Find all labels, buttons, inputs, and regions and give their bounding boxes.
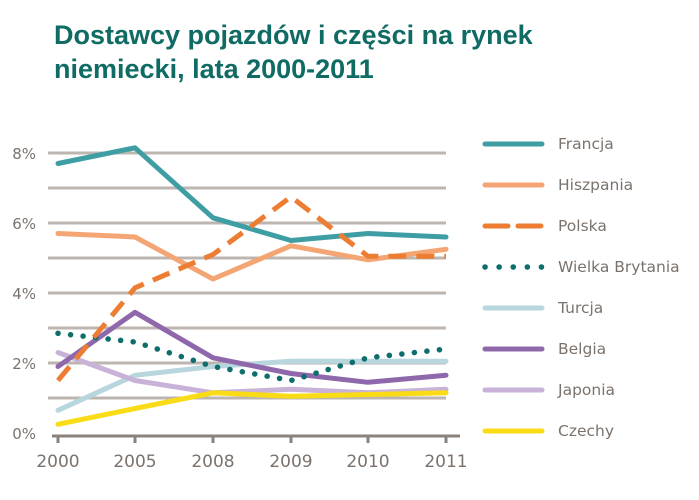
legend-item: Polska xyxy=(480,213,699,239)
legend-swatch-icon xyxy=(482,182,545,188)
chart-title-line-1: Dostawcy pojazdów i części na rynek xyxy=(54,20,533,50)
legend-swatch-icon xyxy=(482,141,545,147)
legend-swatch-icon xyxy=(482,305,545,311)
legend-swatch-icon xyxy=(482,223,545,229)
legend-item: Turcja xyxy=(480,295,699,321)
series-line-czechy xyxy=(55,390,449,427)
x-tick-label: 2011 xyxy=(424,452,467,472)
series-line-wielka-brytania xyxy=(55,330,449,384)
series-line-belgia xyxy=(55,309,449,385)
x-tick-label: 2008 xyxy=(191,452,234,472)
legend-item: Hiszpania xyxy=(480,172,699,198)
legend-label: Japonia xyxy=(558,381,616,399)
x-axis: 2000 2005 2008 2009 2010 2011 xyxy=(36,434,468,472)
chart-title-line-2: niemiecki, lata 2000-2011 xyxy=(54,54,374,84)
series-line-turcja xyxy=(55,358,449,413)
series-line-japonia xyxy=(55,350,449,396)
legend-label: Francja xyxy=(558,135,614,153)
series-line-hiszpania xyxy=(55,231,449,282)
series-line-polska xyxy=(56,194,446,383)
y-axis-labels: 0% 2% 4% 6% 8% xyxy=(12,145,36,443)
x-tick-label: 2000 xyxy=(36,452,79,472)
y-tick-label: 0% xyxy=(12,425,36,443)
legend-item: Francja xyxy=(480,131,699,157)
legend-item: Belgia xyxy=(480,336,699,362)
y-tick-label: 8% xyxy=(12,145,36,163)
y-tick-label: 2% xyxy=(12,355,36,373)
legend-label: Polska xyxy=(558,217,607,235)
chart-title: Dostawcy pojazdów i części na rynek niem… xyxy=(54,18,614,86)
y-tick-label: 4% xyxy=(12,285,36,303)
legend-label: Wielka Brytania xyxy=(558,258,680,276)
legend-swatch-icon xyxy=(482,264,545,270)
legend-label: Czechy xyxy=(558,422,615,440)
legend-swatch-icon xyxy=(482,387,545,393)
legend-label: Turcja xyxy=(558,299,604,317)
y-tick-label: 6% xyxy=(12,215,36,233)
legend-item: Japonia xyxy=(480,377,699,403)
series-line-francja xyxy=(55,145,449,243)
x-tick-label: 2005 xyxy=(113,452,156,472)
data-series xyxy=(55,145,449,427)
legend-swatch-icon xyxy=(482,428,545,434)
x-tick-label: 2010 xyxy=(346,452,389,472)
x-tick-label: 2009 xyxy=(269,452,312,472)
legend-label: Belgia xyxy=(558,340,607,358)
legend-swatch-icon xyxy=(482,346,545,352)
legend-item: Wielka Brytania xyxy=(480,254,699,280)
legend-item: Czechy xyxy=(480,418,699,444)
legend-label: Hiszpania xyxy=(558,176,634,194)
